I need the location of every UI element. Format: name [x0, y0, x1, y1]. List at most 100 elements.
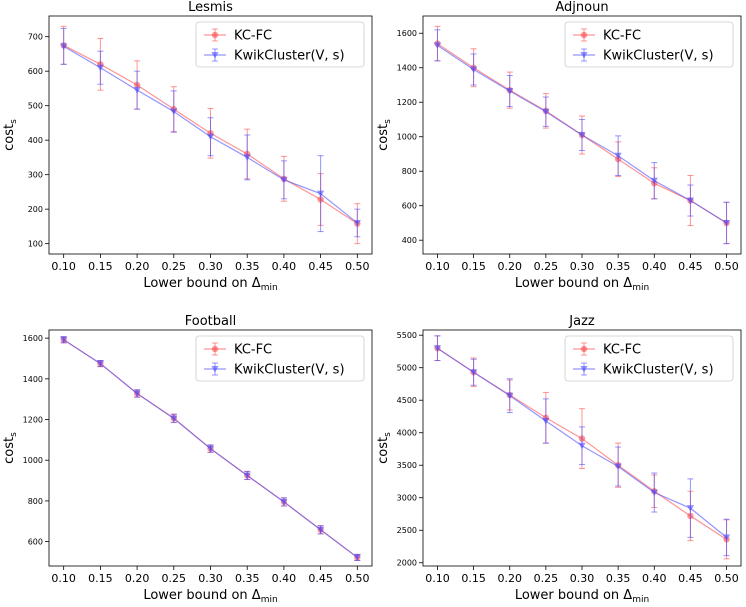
data-point	[60, 336, 68, 344]
x-axis-label-subscript: min	[261, 283, 278, 293]
x-axis-label-subscript: min	[632, 283, 649, 293]
chart-panel: Football 0.10 0.15 0.20 0.25 0.30 0.35 0.40 0.45…	[2, 314, 373, 605]
y-tick-label: 1600	[397, 29, 417, 38]
y-axis-label: costs	[2, 119, 19, 151]
data-point	[243, 472, 251, 480]
legend-entry	[204, 362, 226, 376]
data-point	[722, 534, 731, 541]
data-point	[96, 64, 104, 72]
y-tick-label: 100	[28, 240, 43, 249]
x-axis-label: Lower bound on Δmin	[143, 588, 277, 605]
data-point	[243, 154, 251, 162]
x-axis-label-subscript: min	[261, 595, 278, 605]
legend-label: KC-FC	[234, 343, 272, 358]
legend-label: KC-FC	[603, 29, 641, 44]
data-point	[469, 66, 478, 74]
x-tick-label: 0.35	[606, 260, 631, 273]
data-point	[433, 345, 442, 352]
y-tick-label: 500	[28, 102, 43, 111]
legend-entry	[204, 48, 226, 62]
x-tick-label: 0.25	[162, 260, 187, 273]
x-tick-label: 0.40	[642, 572, 667, 585]
legend-label: KwikCluster(V, s)	[603, 363, 714, 378]
y-tick-label: 3500	[397, 461, 417, 470]
x-tick-label: 0.20	[497, 572, 522, 585]
x-tick-label: 0.20	[125, 260, 150, 273]
y-tick-label: 1400	[23, 375, 43, 384]
legend-label: KC-FC	[603, 343, 641, 358]
data-point	[280, 176, 288, 184]
series-1	[60, 27, 361, 238]
y-tick-label: 700	[28, 33, 43, 42]
x-tick-label: 0.30	[570, 260, 595, 273]
series-1	[433, 29, 731, 245]
x-tick-label: 0.50	[714, 572, 739, 585]
legend: KC-FC KwikCluster(V, s)	[195, 21, 365, 68]
y-tick-label: 1000	[23, 456, 43, 465]
data-point	[650, 489, 658, 497]
data-point	[353, 554, 361, 562]
legend: KC-FC KwikCluster(V, s)	[564, 335, 734, 382]
x-tick-label: 0.50	[714, 260, 739, 273]
y-axis-label-subscript: s	[383, 119, 393, 124]
x-tick-label: 0.30	[198, 260, 223, 273]
legend-entry	[204, 28, 226, 42]
y-tick-label: 4500	[397, 396, 417, 405]
legend: KC-FC KwikCluster(V, s)	[195, 335, 365, 382]
y-tick-label: 1200	[23, 416, 43, 425]
x-axis-label: Lower bound on Δmin	[143, 276, 277, 293]
chart-title: Lesmis	[188, 0, 233, 15]
x-axis-label: Lower bound on Δmin	[515, 276, 649, 293]
x-axis-label: Lower bound on Δmin	[515, 588, 649, 605]
data-point	[542, 108, 550, 116]
x-tick-label: 0.20	[497, 260, 522, 273]
x-tick-label: 0.40	[272, 572, 297, 585]
data-point	[469, 369, 478, 376]
legend-marker	[580, 366, 588, 373]
data-point	[433, 42, 442, 49]
y-tick-label: 2500	[397, 526, 417, 535]
legend-label: KwikCluster(V, s)	[234, 49, 345, 64]
data-point	[60, 43, 68, 50]
y-tick-label: 800	[28, 497, 43, 506]
x-tick-label: 0.25	[534, 572, 559, 585]
y-tick-label: 5000	[397, 364, 417, 373]
x-tick-label: 0.50	[345, 572, 370, 585]
x-axis-label-main: Lower bound on Δ	[515, 588, 632, 603]
y-axis-label: costs	[376, 119, 393, 151]
y-tick-label: 400	[28, 136, 43, 145]
series-1	[433, 335, 731, 557]
legend-box	[195, 21, 365, 68]
y-tick-label: 600	[28, 67, 43, 76]
series-1	[60, 336, 361, 562]
y-tick-label: 300	[28, 171, 43, 180]
y-axis-label-subscript: s	[9, 119, 19, 124]
x-tick-label: 0.10	[51, 260, 76, 273]
data-point	[650, 177, 658, 185]
x-tick-label: 0.35	[235, 572, 260, 585]
x-tick-label: 0.40	[272, 260, 297, 273]
x-tick-label: 0.15	[88, 572, 113, 585]
y-axis-label-main: cost	[2, 437, 17, 464]
legend: KC-FC KwikCluster(V, s)	[564, 21, 734, 68]
data-point	[614, 463, 622, 471]
chart-title: Jazz	[568, 314, 595, 329]
data-point	[506, 88, 514, 95]
x-axis-label-subscript: min	[632, 595, 649, 605]
data-point	[133, 390, 141, 398]
data-point	[578, 132, 586, 139]
data-point	[353, 219, 361, 227]
x-tick-label: 0.10	[425, 260, 450, 273]
x-tick-label: 0.25	[534, 260, 559, 273]
x-tick-label: 0.15	[461, 260, 486, 273]
legend-box	[195, 335, 365, 382]
x-tick-label: 0.20	[125, 572, 150, 585]
legend-entry	[204, 342, 226, 356]
x-tick-label: 0.35	[606, 572, 631, 585]
y-tick-label: 1000	[397, 133, 417, 142]
y-tick-label: 800	[402, 167, 417, 176]
chart-title: Adjnoun	[555, 0, 608, 15]
legend-marker	[580, 52, 588, 59]
x-tick-label: 0.30	[198, 572, 223, 585]
y-tick-label: 400	[402, 236, 417, 245]
